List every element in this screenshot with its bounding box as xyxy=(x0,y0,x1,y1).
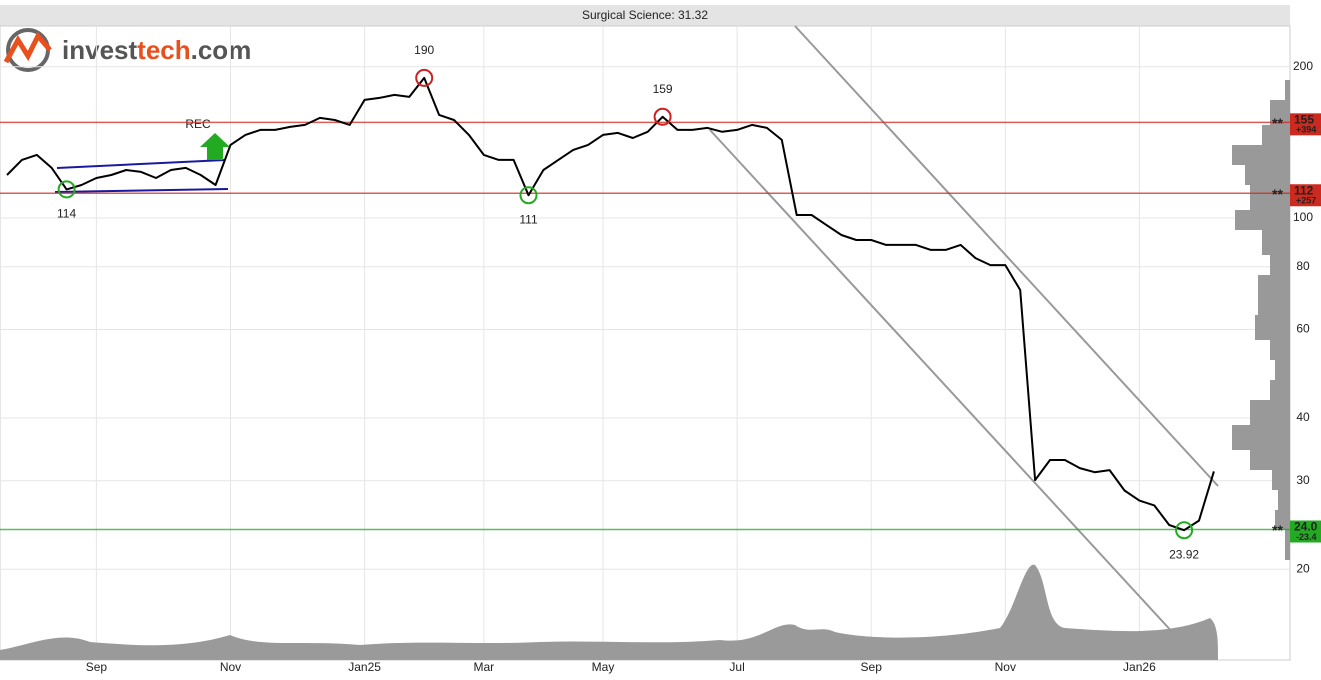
level-change: +257 xyxy=(1296,196,1316,206)
grid xyxy=(0,26,1290,660)
extreme-circle xyxy=(1175,521,1194,540)
level-label: 24.0 xyxy=(1294,520,1318,534)
value-label: 159 xyxy=(653,82,673,96)
x-tick-label: Sep xyxy=(86,660,108,674)
level-label: 112 xyxy=(1294,183,1314,197)
chart-title: Surgical Science: 31.32 xyxy=(582,8,708,22)
x-tick-label: Mar xyxy=(473,660,494,674)
value-label: 190 xyxy=(414,43,434,57)
x-tick-label: Jan26 xyxy=(1123,660,1156,674)
y-tick-label: 30 xyxy=(1296,473,1310,487)
pattern-lower xyxy=(54,188,229,193)
y-tick-label: 20 xyxy=(1296,561,1310,575)
logo-text: investtech.com xyxy=(62,35,251,65)
logo: investtech.com xyxy=(3,28,251,72)
x-tick-label: Nov xyxy=(995,660,1016,674)
value-label: 111 xyxy=(519,212,538,226)
volume-profile xyxy=(1232,80,1290,560)
channel-lower xyxy=(709,129,1176,636)
level-change: +394 xyxy=(1296,125,1316,135)
signal-label: REC xyxy=(185,117,211,131)
title-bar xyxy=(0,5,1290,26)
level-box xyxy=(1290,520,1321,543)
logo-zigzag xyxy=(3,31,52,64)
level-change: -23.4 xyxy=(1296,532,1317,542)
logo-part: invest xyxy=(62,35,137,65)
pattern-upper xyxy=(56,159,226,169)
level-label: 155 xyxy=(1294,113,1314,127)
value-label: 23.92 xyxy=(1169,547,1199,561)
extreme-circle xyxy=(57,180,76,199)
value-label: 114 xyxy=(57,207,76,221)
level-marker: ** xyxy=(1272,115,1283,131)
extreme-circle xyxy=(653,107,672,126)
channel-upper xyxy=(794,25,1219,487)
x-tick-label: Sep xyxy=(861,660,883,674)
price-line xyxy=(6,76,1215,532)
y-tick-label: 200 xyxy=(1293,59,1313,73)
y-tick-label: 40 xyxy=(1296,410,1310,424)
marks: ** 155+394 ** 112+257 ** 24.0-23.4 114 190 111 15… xyxy=(0,43,1321,561)
level-box xyxy=(1290,113,1321,136)
logo-part: tech xyxy=(137,35,190,65)
level-marker: ** xyxy=(1272,522,1283,538)
volume-area xyxy=(0,564,1218,660)
x-tick-label: Jan25 xyxy=(348,660,381,674)
logo-part: .com xyxy=(191,35,252,65)
x-tick-label: May xyxy=(592,660,615,674)
y-tick-label: 80 xyxy=(1296,259,1310,273)
x-tick-label: Jul xyxy=(729,660,744,674)
y-tick-label: 100 xyxy=(1293,210,1313,224)
level-box xyxy=(1290,184,1321,207)
extreme-circle xyxy=(519,186,538,205)
level-marker: ** xyxy=(1272,186,1283,202)
extreme-circle xyxy=(415,68,434,87)
y-tick-label: 60 xyxy=(1296,322,1310,336)
signal-arrow xyxy=(200,133,230,160)
x-tick-label: Nov xyxy=(220,660,241,674)
